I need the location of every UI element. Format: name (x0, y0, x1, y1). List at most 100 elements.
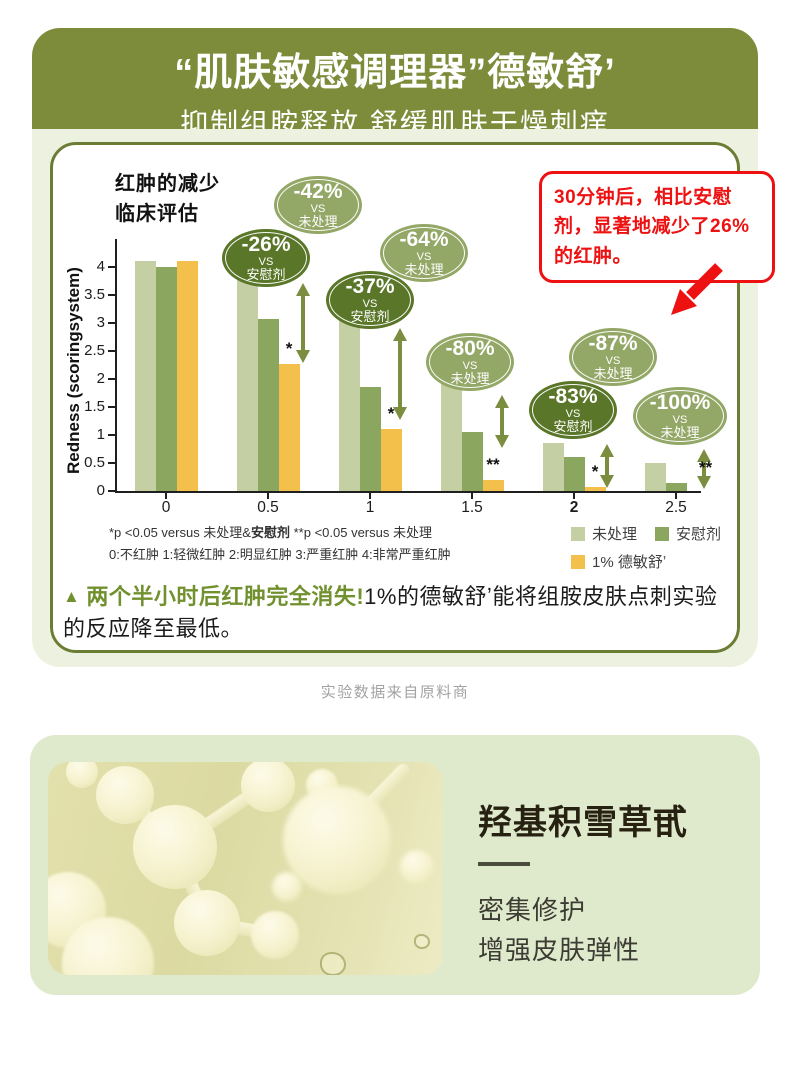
y-tick (108, 350, 116, 352)
chart-summary: ▲ 两个半小时后红肿完全消失!1%的德敏舒ʼ能将组胺皮肤点刺实验的反应降至最低。 (63, 581, 735, 645)
comparison-arrow (495, 395, 509, 448)
callout-text: 30分钟后，相比安慰剂，显著地减少了26%的红肿。 (554, 187, 750, 267)
bubble-target: 未处理 (298, 214, 338, 229)
bar-安慰剂-0 (155, 267, 177, 491)
ingredient-section: 羟基积雪草甙 密集修护 增强皮肤弹性 (30, 735, 760, 995)
bar-安慰剂-2 (563, 457, 585, 491)
chart-card: 红肿的减少 临床评估 Redness (scoringsystem) -42% … (50, 142, 775, 653)
bubble-target: 安慰剂 (553, 419, 593, 434)
significance-marker: * (285, 338, 293, 358)
y-tick-label: 3.5 (84, 286, 105, 303)
y-tick-label: 2 (96, 370, 105, 387)
x-tick-label: 2.5 (665, 499, 687, 516)
ingredient-text-block: 羟基积雪草甙 密集修护 增强皮肤弹性 (478, 795, 688, 971)
molecule-atom (174, 890, 240, 956)
x-tick-label: 0 (161, 499, 171, 516)
chart-title-line2: 临床评估 (115, 203, 199, 225)
bubble-target: 安慰剂 (246, 267, 286, 282)
x-tick (369, 493, 371, 499)
y-tick (108, 294, 116, 296)
comparison-arrow (393, 328, 407, 420)
pct-bubble-26-vs-placebo: -26% VS 安慰剂 (222, 229, 310, 287)
legend-label-placebo: 安慰剂 (676, 526, 722, 543)
x-tick (471, 493, 473, 499)
molecule-atom (241, 762, 295, 812)
y-tick (108, 322, 116, 324)
legend-swatch-placebo (655, 526, 670, 541)
triangle-bullet-icon: ▲ (63, 587, 81, 606)
bubble-pct: -87% (588, 332, 638, 355)
molecule-image (48, 762, 443, 975)
y-tick (108, 266, 116, 268)
bubble-pct: -26% (241, 233, 291, 256)
comparison-arrow (296, 283, 310, 363)
molecule-atom (133, 805, 217, 889)
bar-未处理-1 (338, 320, 360, 491)
pct-bubble-100-vs-untreated: -100% VS 未处理 (633, 387, 727, 445)
bubble-target: 未处理 (404, 262, 444, 277)
footnote-significance-bold: 安慰剂 (250, 525, 290, 540)
y-tick-label: 1 (96, 426, 105, 443)
page-title: “肌肤敏感调理器”德敏舒ʼ (174, 52, 616, 94)
data-source-caption: 实验数据来自原料商 (320, 684, 470, 701)
x-axis (115, 491, 701, 493)
y-tick (108, 406, 116, 408)
bubble-pct: -100% (649, 391, 711, 414)
bubble-vs: VS (565, 408, 581, 420)
pct-bubble-37-vs-placebo: -37% VS 安慰剂 (326, 271, 414, 329)
molecule-atom (400, 850, 434, 884)
ingredient-title: 羟基积雪草甙 (478, 804, 688, 842)
legend-swatch-untreated (571, 526, 585, 541)
y-tick-label: 4 (96, 258, 105, 275)
y-axis (115, 239, 117, 493)
significance-marker: ** (486, 454, 500, 474)
bubble-pct: -80% (445, 337, 495, 360)
bubble-target: 未处理 (593, 366, 633, 381)
footnote-scale: 0:不红肿 1:轻微红肿 2:明显红肿 3:严重红肿 4:非常严重红肿 (109, 547, 451, 562)
summary-highlight: 两个半小时后红肿完全消失! (86, 584, 365, 609)
pct-bubble-42-vs-untreated: -42% VS 未处理 (274, 176, 362, 234)
legend-item-untreated: 未处理 (571, 523, 637, 544)
bubble-pct: -83% (548, 385, 598, 408)
divider (478, 862, 530, 866)
footnote-significance-post: **p <0.05 versus 未处理 (290, 525, 432, 540)
bubble-pct: -37% (345, 275, 395, 298)
y-tick (108, 378, 116, 380)
comparison-arrow (697, 449, 711, 489)
red-arrow-icon (671, 263, 723, 315)
y-tick-label: 0 (96, 482, 105, 499)
bubble-pct: -42% (293, 180, 343, 203)
bubble-vs: VS (672, 414, 688, 426)
bubble-vs: VS (605, 355, 621, 367)
legend-label-untreated: 未处理 (592, 526, 638, 543)
water-droplet (320, 952, 346, 975)
bar-未处理-0.5 (236, 273, 258, 491)
legend-label-product: 1% 德敏舒ʼ (592, 554, 667, 571)
bar-1% 德敏舒ʼ-1 (380, 429, 402, 491)
x-tick (267, 493, 269, 499)
pct-bubble-83-vs-placebo: -83% VS 安慰剂 (529, 381, 617, 439)
chart-section-background: 红肿的减少 临床评估 Redness (scoringsystem) -42% … (32, 129, 775, 667)
pct-bubble-80-vs-untreated: -80% VS 未处理 (426, 333, 514, 391)
bubble-vs: VS (258, 256, 274, 268)
significance-marker: * (591, 462, 599, 482)
comparison-arrow (600, 444, 614, 488)
x-tick (675, 493, 677, 499)
legend-item-placebo: 安慰剂 (655, 523, 721, 544)
bar-1% 德敏舒ʼ-1.5 (482, 480, 504, 491)
bubble-vs: VS (310, 203, 326, 215)
y-tick-label: 2.5 (84, 342, 105, 359)
molecule-atom (251, 911, 299, 959)
bubble-target: 安慰剂 (350, 309, 390, 324)
bar-未处理-1.5 (440, 373, 462, 491)
legend-row-1: 未处理 安慰剂 (571, 523, 721, 544)
header-banner: “肌肤敏感调理器”德敏舒ʼ 抑制组胺释放 舒缓肌肤干燥刺痒 (32, 28, 758, 139)
x-tick-label: 1 (365, 499, 375, 516)
molecule-atom (272, 872, 302, 902)
pct-bubble-64-vs-untreated: -64% VS 未处理 (380, 224, 468, 282)
bar-未处理-2 (542, 443, 564, 491)
bubble-vs: VS (416, 251, 432, 263)
bar-1% 德敏舒ʼ-0 (176, 261, 198, 491)
y-tick-label: 0.5 (84, 454, 105, 471)
